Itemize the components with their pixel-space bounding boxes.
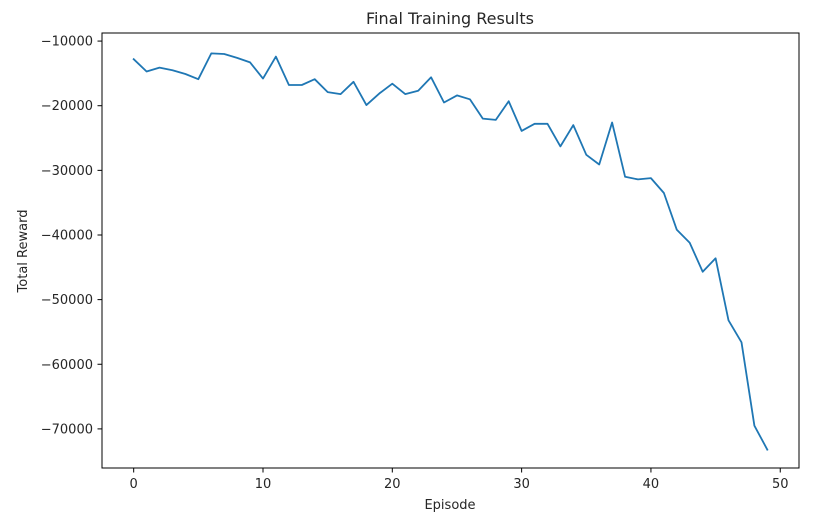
x-tick-label: 30	[513, 477, 530, 492]
plot-area	[101, 32, 800, 469]
y-tick-label: −10000	[41, 35, 93, 50]
y-tick-label: −20000	[41, 99, 93, 114]
x-tick-label: 10	[255, 477, 272, 492]
y-tick-label: −40000	[41, 228, 93, 243]
x-tick-label: 40	[643, 477, 660, 492]
x-axis: 0 10 20 30 40 50	[130, 468, 789, 492]
x-tick-label: 20	[384, 477, 401, 492]
y-tick-label: −70000	[41, 422, 93, 437]
y-axis: −70000 −60000 −50000 −40000 −30000 −20000 −100…	[41, 35, 102, 437]
chart-title: Final Training Results	[366, 9, 534, 28]
x-tick-label: 50	[772, 477, 789, 492]
y-tick-label: −60000	[41, 358, 93, 373]
x-axis-label: Episode	[424, 498, 475, 513]
y-tick-label: −30000	[41, 164, 93, 179]
plot-frame	[101, 32, 800, 469]
series-line-0	[132, 52, 769, 451]
y-tick-label: −50000	[41, 293, 93, 308]
y-axis-label: Total Reward	[16, 210, 31, 294]
x-tick-label: 0	[130, 477, 138, 492]
